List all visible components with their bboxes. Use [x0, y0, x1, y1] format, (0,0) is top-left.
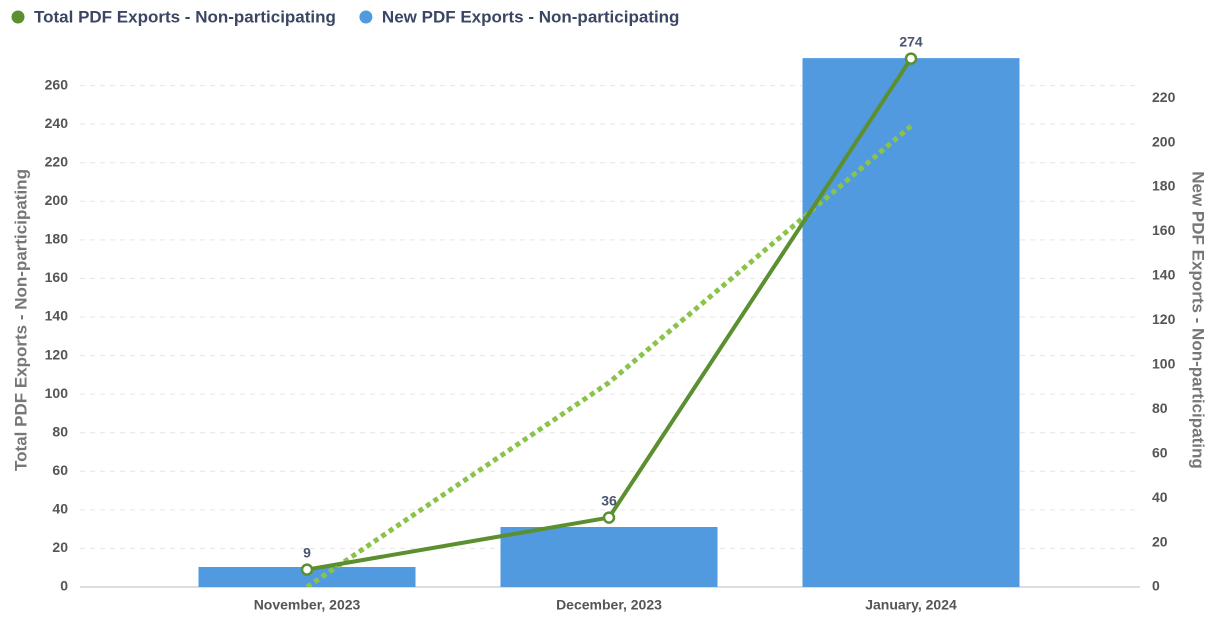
data-label: 274: [899, 33, 923, 49]
x-tick-label: November, 2023: [254, 597, 361, 613]
y2-tick-label: 160: [1152, 222, 1176, 238]
trend-line: [305, 124, 913, 587]
legend-label: New PDF Exports - Non-participating: [382, 7, 680, 26]
legend-label: Total PDF Exports - Non-participating: [34, 7, 336, 26]
bar: [802, 58, 1020, 588]
y2-tick-label: 180: [1152, 178, 1176, 194]
x-tick-label: December, 2023: [556, 597, 662, 613]
y-tick-label: 0: [60, 578, 68, 594]
x-tick-label: January, 2024: [865, 597, 957, 613]
y-tick-label: 20: [52, 539, 68, 555]
data-label: 36: [601, 492, 617, 508]
legend-marker: [359, 10, 373, 24]
y2-tick-label: 120: [1152, 311, 1176, 327]
bar: [198, 567, 416, 587]
y-tick-label: 40: [52, 501, 68, 517]
legend-marker: [11, 10, 25, 24]
line-point: [300, 563, 314, 576]
data-label: 9: [303, 544, 311, 560]
y2-tick-label: 200: [1152, 133, 1176, 149]
y-tick-label: 260: [45, 76, 69, 92]
y2-tick-label: 0: [1152, 578, 1160, 594]
y2-tick-label: 140: [1152, 267, 1176, 283]
y2-tick-label: 220: [1152, 89, 1176, 105]
y2-axis-title: New PDF Exports - Non-participating: [1189, 171, 1208, 469]
y-tick-label: 80: [52, 423, 68, 439]
y-tick-label: 120: [45, 346, 69, 362]
y-tick-label: 240: [45, 115, 69, 131]
y2-tick-label: 40: [1152, 489, 1168, 505]
y2-tick-label: 80: [1152, 400, 1168, 416]
line-point: [904, 52, 918, 65]
y2-tick-label: 20: [1152, 533, 1168, 549]
y-tick-label: 220: [45, 153, 69, 169]
y-tick-label: 100: [45, 385, 69, 401]
y-axis-title: Total PDF Exports - Non-participating: [11, 169, 30, 471]
y-tick-label: 160: [45, 269, 69, 285]
y-tick-label: 140: [45, 308, 69, 324]
y-tick-label: 180: [45, 231, 69, 247]
y2-tick-label: 60: [1152, 444, 1168, 460]
line-point: [602, 511, 616, 524]
bar: [500, 527, 718, 587]
y-tick-label: 200: [45, 192, 69, 208]
y2-tick-label: 100: [1152, 355, 1176, 371]
trend-group: [305, 124, 913, 587]
y-tick-label: 60: [52, 462, 68, 478]
